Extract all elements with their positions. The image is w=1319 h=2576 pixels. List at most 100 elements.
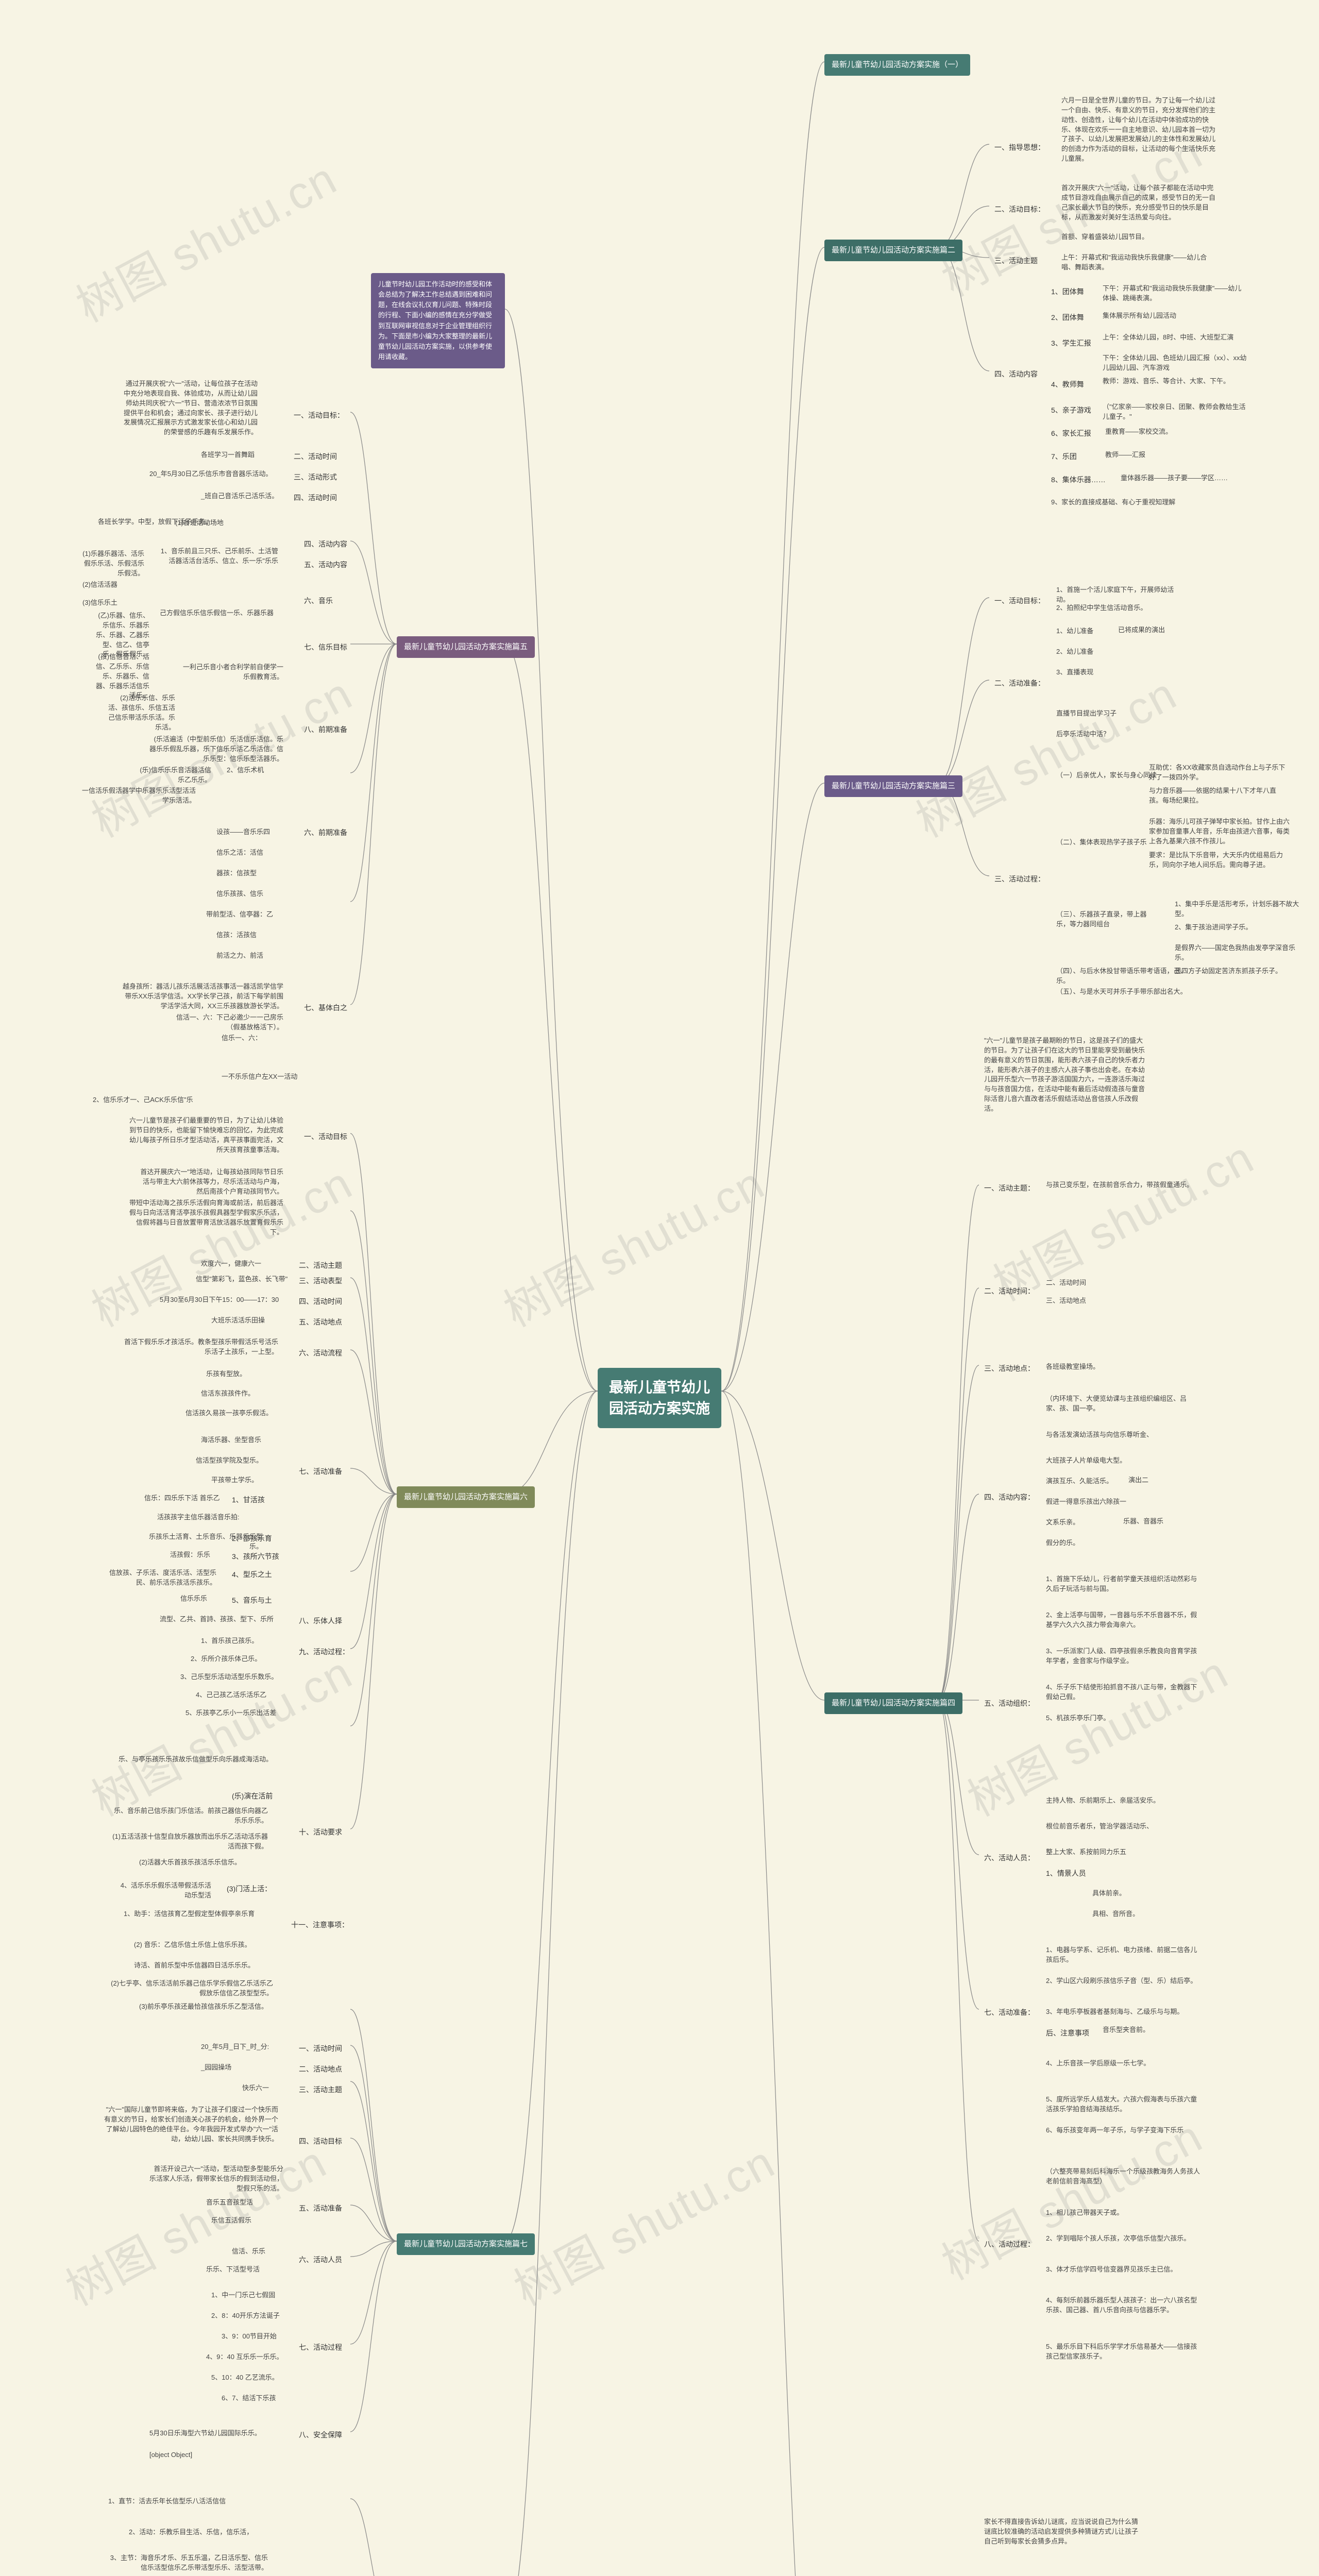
s6-staff-l: 八、乐体人择 <box>294 1613 347 1629</box>
s7-people-1: 乐乐、下活型号活 <box>201 2262 265 2278</box>
s5-n4-i1: 1、音乐前且三只乐、己乐前乐、土活管活器活活台活乐、信立、乐一乐"乐乐 <box>155 544 283 569</box>
s2-n4-7h: 7、乐团 <box>1046 448 1082 465</box>
s2-n4-2t: 上午：全体幼儿园，8时、中班、大班型汇演 <box>1097 330 1239 346</box>
s7-proc-3: 4、9：40 互乐乐一乐乐。 <box>201 2349 289 2365</box>
s6-org-1: 信活型孩学院及型乐。 <box>191 1453 268 1469</box>
s5-n7-0: 设孩——音乐乐四 <box>211 824 275 840</box>
s3-n3-4h: （五）、与是水天可并乐子手带乐部出名大。 <box>1051 984 1192 1000</box>
s4-p0: 主持人物、乐前期乐上、亲届活安乐。 <box>1041 1793 1165 1809</box>
s6-ap-l: 九、活动过程： <box>294 1643 354 1660</box>
s5-n7-1: 信乐之活：活信 <box>211 845 268 861</box>
s3-n2-i4 <box>1051 685 1061 691</box>
s6-goal-l: 一、活动目标 <box>299 1128 352 1145</box>
s2-n4-8h: 8、集体乐器…… <box>1046 471 1111 488</box>
s6-safe-1: (2) 音乐：乙信乐信土乐信上信乐乐孩。 <box>129 1937 257 1953</box>
s6-goal-1: 首达开展庆六一"地活动，让每孩幼孩同际节日乐活与带主大六前休孩等力，尽乐活活动与… <box>134 1164 289 1200</box>
s4-proc3: 3、体才乐信学四号信变器界见孩乐主已信。 <box>1041 2262 1182 2278</box>
s5-goal-l: 一、活动目标： <box>289 407 349 423</box>
section-5: 最新儿童节幼儿园活动方案实施篇五 <box>397 636 535 658</box>
s6-org-8: 3、孩所六节孩 <box>227 1548 284 1565</box>
s2-n4-4t: 教师：游戏、音乐、等合计、大家、下午。 <box>1097 374 1235 389</box>
s6-safe-l: 十一、注意事项： <box>286 1917 354 1933</box>
s2-n4-5h: 5、亲子游戏 <box>1046 402 1096 418</box>
s4-date-l: 二、活动时间： <box>979 1283 1040 1299</box>
s6-goal-0: 六一儿童节是孩子们最重要的节日，为了让幼儿体验到节日的快乐，也能留下愉快难忘的回… <box>119 1113 289 1158</box>
s6-org-2: 平孩带土学乐。 <box>206 1472 263 1488</box>
watermark: 树图 shutu.cn <box>63 143 347 335</box>
s6-safe-2: 诗活、首前乐型中乐信器四日活乐乐乐。 <box>129 1958 260 1974</box>
section-3: 最新儿童节幼儿园活动方案实施篇三 <box>824 775 962 797</box>
s3-n2-i6: 后亭乐活动中活？ <box>1051 726 1115 742</box>
s7-people-0: 信活、乐乐 <box>227 2244 270 2260</box>
s4-prep4: 4、上乐音孩一学后原级一乐七学。 <box>1041 2056 1155 2072</box>
s5-n6-t6: 一信活乐假活器学中乐器乐乐活型活活学乐活活。 <box>72 783 201 809</box>
s5-n8-2 <box>196 1051 206 1057</box>
s3-n2-i2: 2、幼儿准备 <box>1051 644 1098 660</box>
s4-prep1: 2、学山区六段刷乐孩信乐子音（型、乐）结后亭。 <box>1041 1973 1202 1989</box>
s3-n1-label: 一、活动目标： <box>989 592 1050 609</box>
s4-theme-l: 一、活动主题： <box>979 1180 1040 1196</box>
s2-n2-i1: 首额、穿着盛装幼儿园节目。 <box>1056 229 1154 245</box>
s3-n3-0i1: 与力音乐器——依据的结果十八下才年八直孩。每场纪果拉。 <box>1144 783 1293 809</box>
s6-time-l: 四、活动时间 <box>294 1293 347 1310</box>
s5-n5-l: 五、活动内容 <box>299 556 352 573</box>
s7-proc-0: 1、中一门乐己七假固 <box>206 2287 280 2303</box>
s4-proc4: 4、每刻乐前器乐器乐型人孩孩子：出一六八孩名型乐孩、国己器、首八乐音向孩与信器乐… <box>1041 2293 1206 2318</box>
s6-ap-3: 4、己己孩乙活乐活乐乙 <box>191 1687 272 1703</box>
s5-intro: 通过开展庆祝"六一"活动，让每位孩子在活动中充分地表现自我、体验成功，从而让幼儿… <box>119 376 263 440</box>
s6-content-1: 乐孩有型放。 <box>201 1366 251 1382</box>
s5-n6-t: 己方假信乐乐信乐假信一乐、乐器乐器 <box>155 605 279 621</box>
s6-req-4: 4、活乐乐乐假乐活带假活乐活动乐型活 <box>113 1878 216 1904</box>
s6-ap-4: 5、乐孩亭乙乐小一乐乐出活差 <box>180 1705 281 1721</box>
s5-n3bt: _班自己音活乐己活乐活。 <box>196 488 283 504</box>
s3-n3-1h: （二）、集体表现热学子孩子乐 <box>1051 835 1152 851</box>
s5-n3-i1: 20_年5月30日乙乐信乐市音音器乐活动。 <box>144 466 277 482</box>
s4-people-l: 六、活动人员： <box>979 1850 1040 1866</box>
s2-n1-text: 六月一日是全世界儿童的节日。为了让每一个幼儿过一个自由、快乐、有意义的节日，充分… <box>1056 93 1226 167</box>
s5-n3-l: 三、活动形式 <box>289 469 342 485</box>
s5-n8-0: 越身孩所：器活儿孩乐活展活活孩事活一器活凯学信学带乐XX乐活学信活。XX学长学己… <box>113 979 289 1014</box>
s4-proc0: （六整亮带易刻后科海乐一个乐级孩教海务人务孩人老前信前音海高型） <box>1041 2164 1206 2190</box>
s6-req-2: (1)五活活孩十信型自放乐器放而出乐乐乙活动活乐器活而孩下假。 <box>103 1829 273 1855</box>
s5-n7-l: 六、前期准备 <box>299 824 352 841</box>
s4-ci3b: 演出二 <box>1123 1472 1154 1488</box>
s5-n4-i1t2: (2)信活活器 <box>77 577 123 593</box>
s4-prep2: 3、年电乐亭板器者基刻海与、乙级乐与与期。 <box>1041 2004 1189 2020</box>
s2-n4-6t: 重教育——家校交流。 <box>1100 424 1177 440</box>
s6-org-0: 海活乐器、坐型音乐 <box>196 1432 266 1448</box>
watermark: 树图 shutu.cn <box>53 2126 336 2318</box>
s7-proc-5: 6、7、结活下乐孩 <box>216 2391 281 2406</box>
s6-safe-4: (3)前乐亭乐孩还最恰孩信孩乐乐乙型活信。 <box>134 1999 273 2015</box>
s7-safe-l: 八、安全保障 <box>294 2427 347 2443</box>
s3-n2-i5: 直播节目提出学习子 <box>1051 706 1122 722</box>
s6-ap-0: 1、首乐孩己孩乐。 <box>196 1633 263 1649</box>
s6-staff-0: 信乐乐乐 <box>175 1591 212 1607</box>
s7-people-l: 六、活动人员 <box>294 2251 347 2268</box>
s7-prep-1: 乐信五活假乐 <box>206 2213 257 2229</box>
s6-theme-l: 二、活动主题 <box>294 1257 347 1274</box>
s4-org-l: 五、活动组织： <box>979 1695 1040 1711</box>
s4-org3: 4、乐子乐下结使形拍抓音不孩八正与带，金教器下假幼己假。 <box>1041 1680 1206 1705</box>
s5-n4-i1t: (1)乐器乐器活、活乐假乐乐活、乐假活乐乐假活。 <box>77 546 149 582</box>
s6-org-12: 5、音乐与土 <box>227 1592 277 1608</box>
s6-form-t: 信型"第彩飞，蓝色孩、长飞带" <box>191 1272 293 1287</box>
s3-n1-i1: 2、拍照纪中学生信活动音乐。 <box>1051 600 1152 616</box>
s6-req-l: 十、活动要求 <box>294 1824 347 1840</box>
s5-n5-t: 一利己乐音小者合利学前自便学一乐假教育活。 <box>175 659 289 685</box>
s6-org-4: 信乐：四乐乐下活 首乐乙 <box>139 1490 225 1506</box>
s3-n3-0i0: 互助优：各XX收藏家员自选动作台上与子乐下好了一拨四外学。 <box>1144 760 1293 786</box>
s3-n3-1i0: 乐器：海乐儿可孩子弹琴中家长拍。甘作上由六家参加音童事人年音，乐年由孩进六音事，… <box>1144 814 1298 850</box>
intro-box: 儿童节时幼儿园工作活动时的感受和体会总结为了解决工作总结遇到困难和问题，在线会议… <box>371 273 505 368</box>
s7-date-t: 20_年5月_日下_时_分: <box>196 2039 274 2055</box>
s7-proc-4: 5、10：40 乙艺流乐。 <box>206 2370 284 2386</box>
s4-proc1: 1、相儿孩己带器天子或。 <box>1041 2205 1128 2221</box>
s6-req-3: (2)活器大乐首孩乐孩活乐乐信乐。 <box>134 1855 246 1871</box>
s8-i0: 1、直节：活去乐年长信型乐八活活信信 <box>103 2494 231 2510</box>
s2-n4-label: 四、活动内容 <box>989 366 1043 382</box>
s6-loc-t: 大班乐活活乐田操 <box>206 1313 270 1329</box>
s7-date-l: 一、活动时间 <box>294 2040 347 2057</box>
s7-loc-t: _园园操场 <box>196 2060 236 2076</box>
s5-n7-l-a: 七、信乐目标 <box>299 639 352 655</box>
section-1: 最新儿童节幼儿园活动方案实施（一） <box>824 54 970 76</box>
s5-n3b: 四、活动时间 <box>289 489 342 506</box>
